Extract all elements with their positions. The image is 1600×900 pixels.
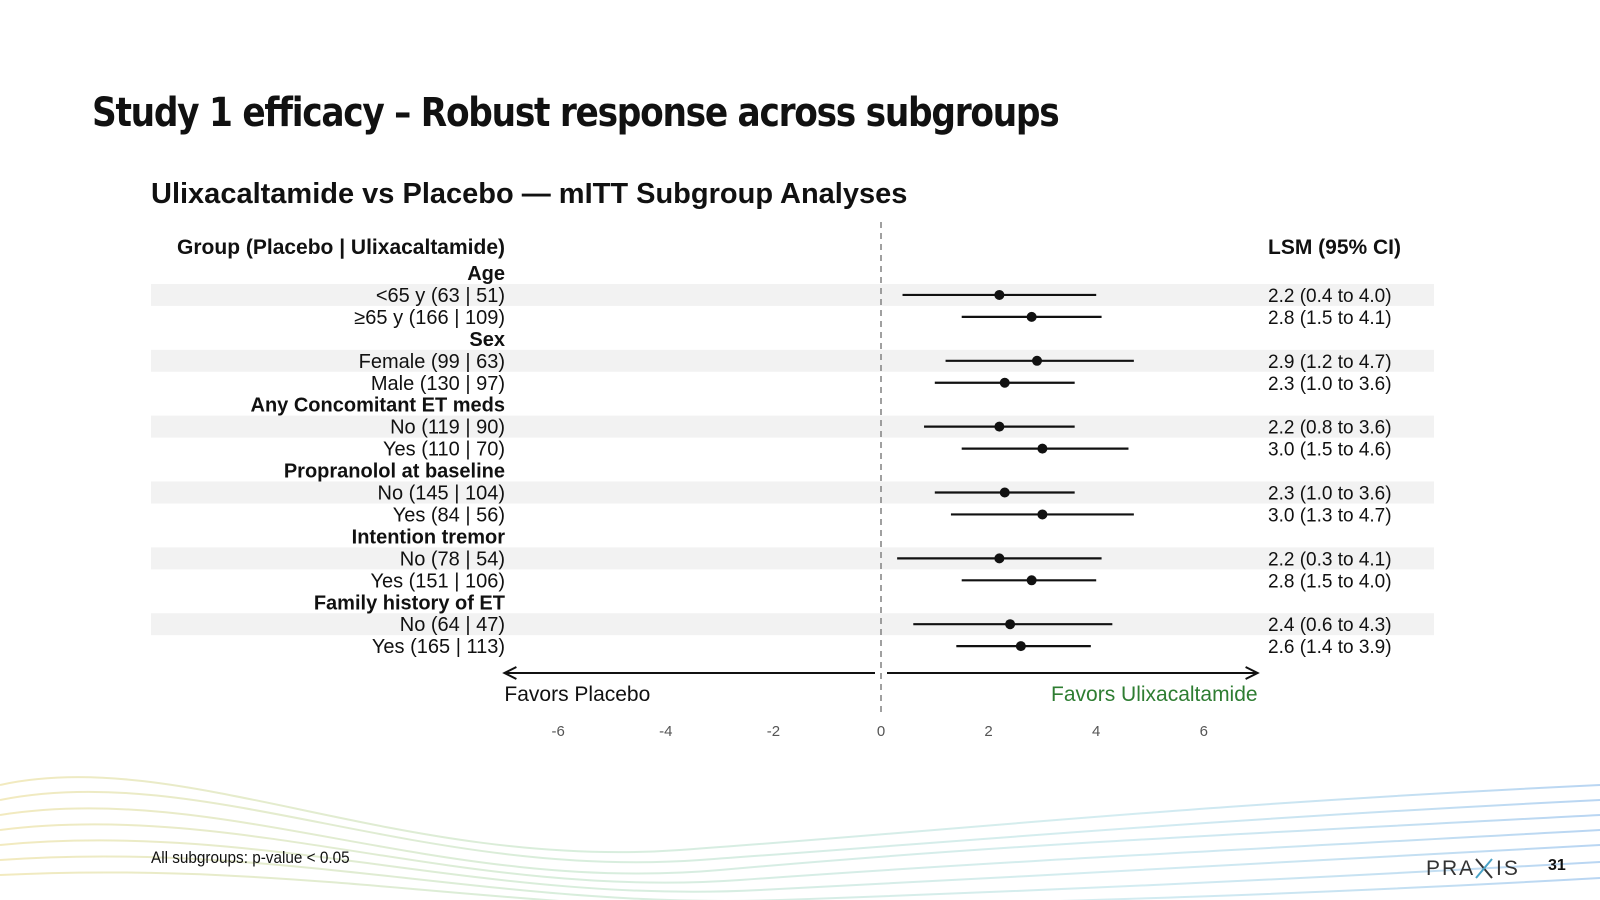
subgroup-header: Intention tremor — [352, 526, 506, 548]
slide-title: Study 1 efficacy – Robust response acros… — [92, 90, 1060, 136]
x-tick-label: 6 — [1200, 723, 1208, 740]
ci-text: 2.3 (1.0 to 3.6) — [1268, 374, 1392, 395]
point-estimate — [994, 421, 1005, 432]
point-estimate — [999, 487, 1010, 498]
subgroup-label: No (78 | 54) — [400, 548, 505, 570]
page-number: 31 — [1548, 857, 1566, 874]
left-column-header: Group (Placebo | Ulixacaltamide) — [177, 236, 505, 259]
subgroup-header: Sex — [469, 329, 505, 351]
x-tick-label: -2 — [767, 723, 780, 740]
arrow-head-left — [502, 666, 517, 680]
ci-text: 2.6 (1.4 to 3.9) — [1268, 637, 1392, 658]
x-tick-label: 0 — [877, 723, 885, 740]
chart-title: Ulixacaltamide vs Placebo — mITT Subgrou… — [151, 178, 908, 210]
point-estimate — [1015, 641, 1026, 652]
subgroup-label: Yes (165 | 113) — [372, 636, 505, 658]
subgroup-label: No (119 | 90) — [390, 417, 505, 439]
x-tick-label: -4 — [659, 723, 672, 740]
row-stripe — [151, 481, 1434, 504]
row-stripe — [151, 283, 1434, 306]
arrow-head-right — [1245, 666, 1260, 680]
favors-placebo-label: Favors Placebo — [504, 683, 650, 706]
point-estimate — [1037, 443, 1048, 454]
point-estimate — [994, 289, 1005, 300]
svg-text:IS: IS — [1496, 857, 1520, 880]
subgroup-label: ≥65 y (166 | 109) — [354, 307, 505, 329]
row-stripe — [151, 415, 1434, 438]
ci-text: 2.3 (1.0 to 3.6) — [1268, 484, 1392, 505]
subgroup-label: Male (130 | 97) — [371, 373, 505, 395]
subgroup-header: Any Concomitant ET meds — [251, 395, 505, 417]
subgroup-label: Yes (151 | 106) — [370, 570, 505, 592]
x-tick-label: -6 — [552, 723, 565, 740]
ci-text: 2.2 (0.4 to 4.0) — [1268, 286, 1392, 307]
ci-text: 3.0 (1.5 to 4.6) — [1268, 440, 1392, 461]
row-stripe — [151, 349, 1434, 372]
ci-text: 2.8 (1.5 to 4.0) — [1268, 571, 1392, 592]
subgroup-label: No (145 | 104) — [378, 483, 506, 505]
point-estimate — [1005, 619, 1016, 630]
svg-text:PRA: PRA — [1426, 857, 1475, 880]
subgroup-header: Age — [467, 263, 505, 285]
ci-text: 2.4 (0.6 to 4.3) — [1268, 615, 1392, 636]
subgroup-label: Yes (110 | 70) — [383, 439, 505, 461]
subgroup-label: Yes (84 | 56) — [393, 504, 505, 526]
subgroup-header: Family history of ET — [314, 592, 505, 614]
row-stripe — [151, 547, 1434, 570]
point-estimate — [994, 553, 1005, 564]
point-estimate — [1032, 355, 1043, 366]
subgroup-label: Female (99 | 63) — [359, 351, 505, 373]
footnote: All subgroups: p-value < 0.05 — [151, 848, 350, 867]
point-estimate — [1026, 311, 1037, 322]
row-stripe — [151, 613, 1434, 636]
praxis-logo: PRA IS — [1426, 857, 1520, 880]
ci-text: 2.2 (0.8 to 3.6) — [1268, 418, 1392, 439]
ci-text: 2.2 (0.3 to 4.1) — [1268, 549, 1392, 570]
right-column-header: LSM (95% CI) — [1268, 236, 1401, 259]
point-estimate — [999, 377, 1010, 388]
ci-text: 2.8 (1.5 to 4.1) — [1268, 308, 1392, 329]
subgroup-label: No (64 | 47) — [400, 614, 505, 636]
ci-text: 3.0 (1.3 to 4.7) — [1268, 505, 1392, 526]
point-estimate — [1026, 575, 1037, 586]
x-tick-label: 4 — [1092, 723, 1100, 740]
favors-ulixacaltamide-label: Favors Ulixacaltamide — [1051, 683, 1258, 706]
subgroup-header: Propranolol at baseline — [284, 461, 505, 483]
ci-text: 2.9 (1.2 to 4.7) — [1268, 352, 1392, 373]
point-estimate — [1037, 509, 1048, 520]
x-tick-label: 2 — [984, 723, 992, 740]
subgroup-label: <65 y (63 | 51) — [376, 285, 505, 307]
